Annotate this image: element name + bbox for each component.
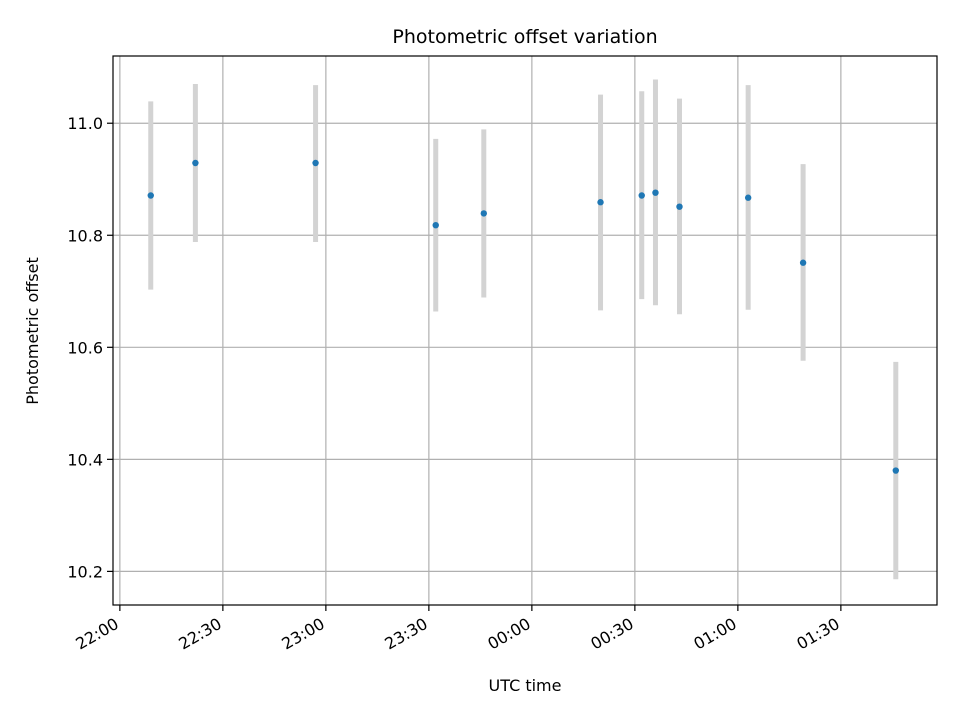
data-point: [638, 192, 645, 199]
data-point: [652, 189, 659, 196]
x-axis-title: UTC time: [489, 676, 562, 695]
data-points: [147, 159, 899, 474]
grid-lines: [113, 56, 937, 605]
data-point: [597, 199, 604, 206]
data-point: [799, 259, 807, 266]
data-point: [744, 194, 752, 201]
y-tick-label: 10.8: [67, 226, 103, 245]
data-point: [432, 221, 439, 229]
y-tick-label: 10.6: [67, 338, 103, 357]
y-axis-ticks: 10.2 10.4 10.6 10.8 11.0: [67, 114, 113, 581]
data-point: [676, 203, 683, 210]
chart-title: Photometric offset variation: [392, 26, 657, 48]
data-point: [480, 210, 487, 217]
y-tick-label: 11.0: [67, 114, 103, 133]
data-point: [892, 467, 899, 474]
y-tick-label: 10.4: [67, 450, 103, 469]
y-axis-title: Photometric offset: [23, 257, 42, 405]
plot-frame: [112, 55, 938, 606]
data-point: [312, 159, 319, 167]
data-point: [192, 159, 199, 167]
y-tick-label: 10.2: [67, 562, 103, 581]
data-point: [147, 192, 154, 199]
